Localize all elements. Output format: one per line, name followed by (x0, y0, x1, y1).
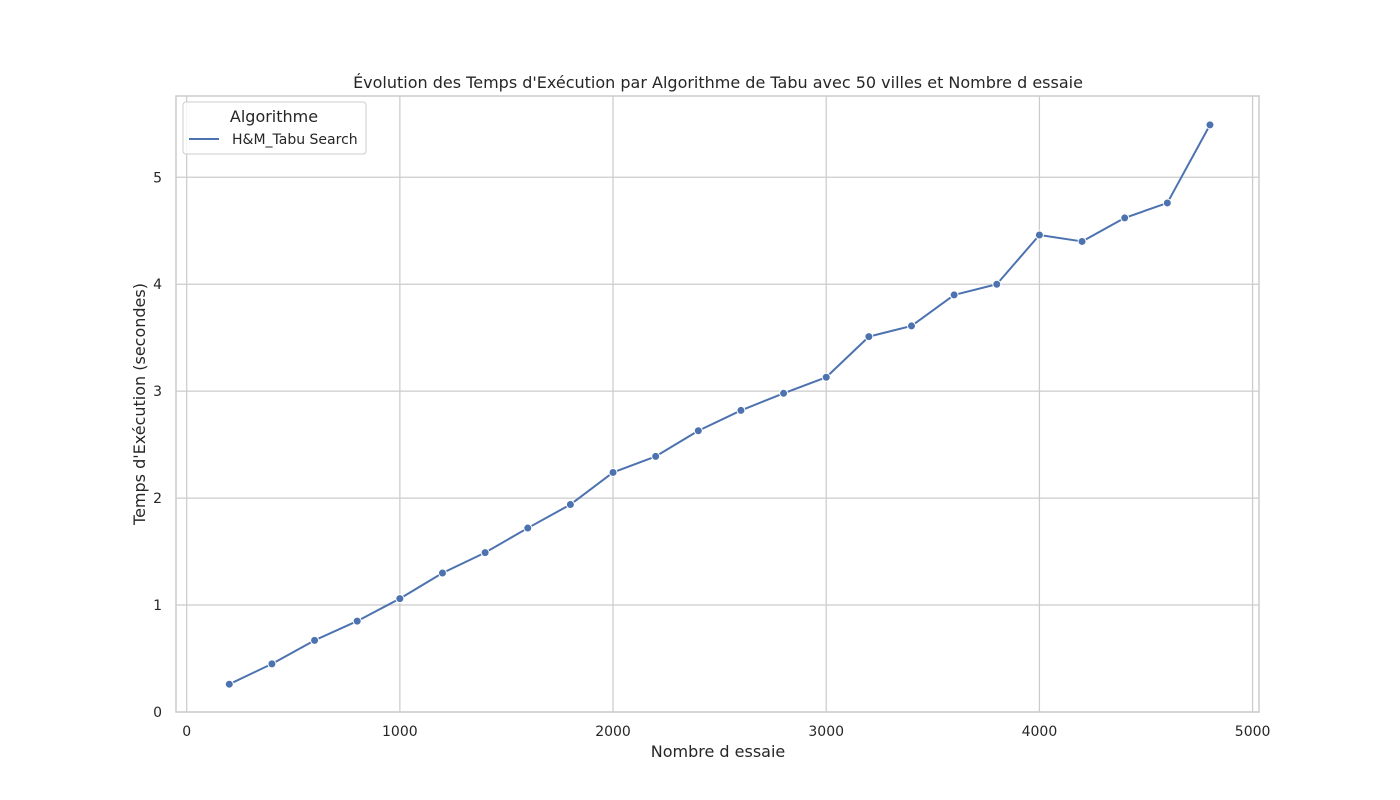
ticks-layer: 0 1000 2000 3000 4000 5000 0 1 2 3 4 5 (153, 170, 1270, 740)
data-point (352, 616, 362, 626)
data-point (864, 332, 874, 342)
data-point (736, 405, 746, 415)
data-point (821, 372, 831, 382)
x-tick-label: 1000 (382, 724, 418, 740)
data-point (779, 388, 789, 398)
data-point (949, 290, 959, 300)
data-point (1162, 198, 1172, 208)
data-point (608, 467, 618, 477)
legend-title: Algorithme (230, 107, 318, 126)
y-axis-label: Temps d'Exécution (secondes) (130, 283, 149, 526)
data-point (992, 279, 1002, 289)
data-point (651, 451, 661, 461)
y-tick-label: 3 (153, 384, 162, 400)
data-point (395, 594, 405, 604)
data-point (480, 548, 490, 558)
y-tick-label: 5 (153, 170, 162, 186)
x-tick-label: 2000 (595, 724, 631, 740)
x-tick-label: 0 (182, 724, 191, 740)
legend-entry-label: H&M_Tabu Search (232, 132, 358, 148)
data-point (310, 635, 320, 645)
y-tick-label: 1 (153, 598, 162, 614)
data-point (267, 659, 277, 669)
y-tick-label: 0 (153, 705, 162, 721)
plot-frame (175, 95, 1260, 713)
data-point (523, 523, 533, 533)
series-line (228, 124, 1211, 686)
x-axis-label: Nombre d essaie (651, 742, 786, 761)
data-point (1205, 120, 1215, 130)
data-point (907, 321, 917, 331)
y-tick-label: 2 (153, 491, 162, 507)
x-tick-label: 5000 (1235, 724, 1271, 740)
data-point (1077, 236, 1087, 246)
data-point (693, 426, 703, 436)
series-layer (224, 120, 1215, 689)
x-tick-label: 3000 (808, 724, 844, 740)
chart-title: Évolution des Temps d'Exécution par Algo… (353, 73, 1083, 92)
data-point (1120, 213, 1130, 223)
y-tick-label: 4 (153, 277, 162, 293)
legend: Algorithme H&M_Tabu Search (182, 101, 367, 155)
data-point (1034, 230, 1044, 240)
x-tick-label: 4000 (1022, 724, 1058, 740)
data-point (437, 568, 447, 578)
grid-layer (176, 96, 1259, 713)
data-point (224, 679, 234, 689)
data-point (565, 500, 575, 510)
legend-box (182, 101, 367, 155)
